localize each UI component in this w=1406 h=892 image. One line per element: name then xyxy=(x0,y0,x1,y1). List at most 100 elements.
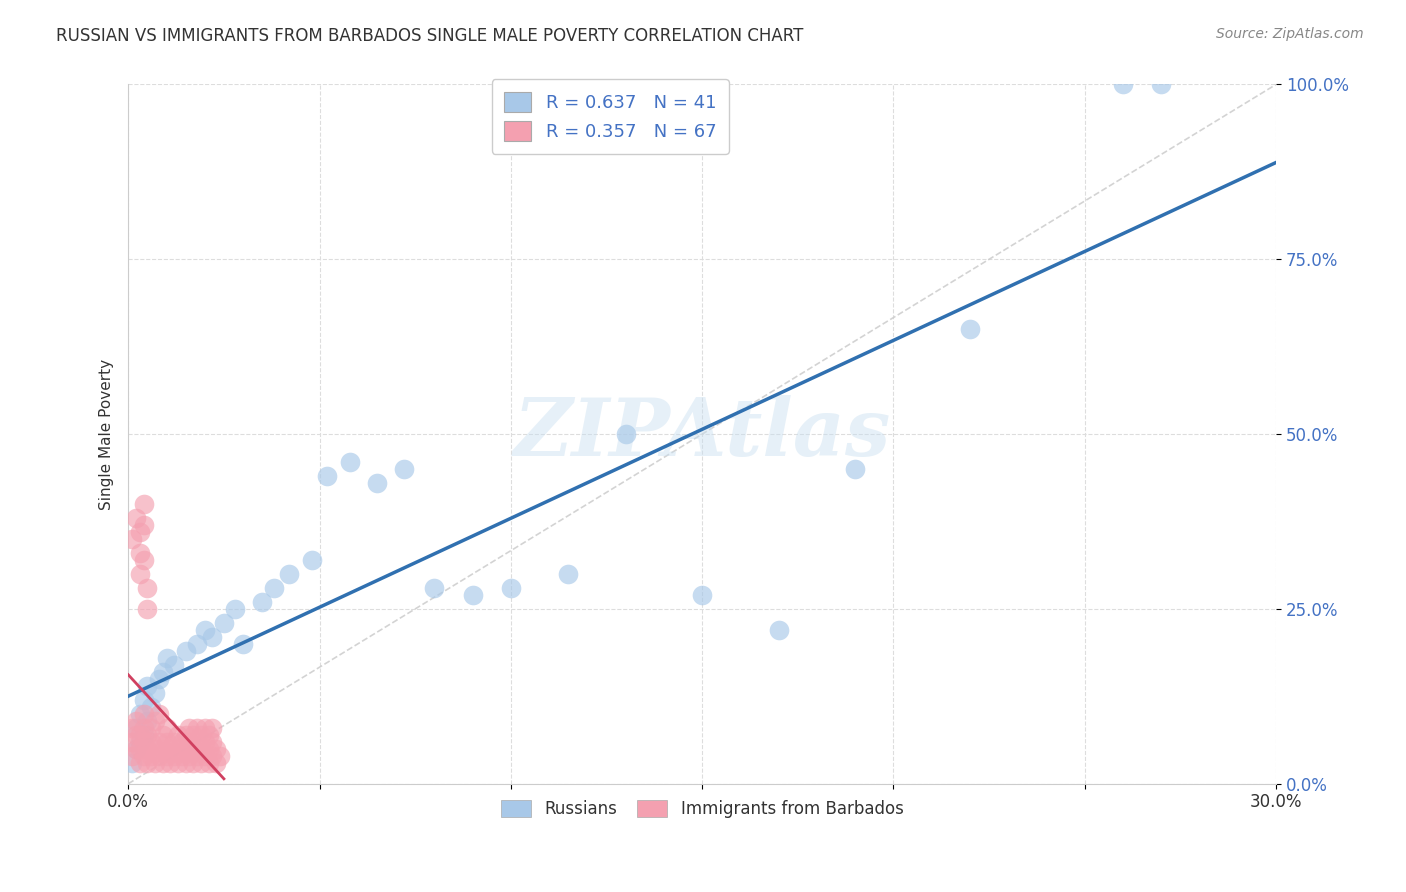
Point xyxy=(155,748,177,763)
Point xyxy=(141,699,163,714)
Point xyxy=(197,756,219,770)
Point xyxy=(392,462,415,476)
Point xyxy=(194,623,217,637)
Point xyxy=(174,644,197,658)
Point xyxy=(141,748,163,763)
Point xyxy=(159,756,181,770)
Point xyxy=(143,686,166,700)
Point xyxy=(128,735,150,749)
Point xyxy=(339,455,361,469)
Point xyxy=(1150,78,1173,92)
Point xyxy=(132,693,155,707)
Point xyxy=(186,735,208,749)
Point xyxy=(148,735,170,749)
Point xyxy=(132,553,155,567)
Point xyxy=(174,741,197,756)
Point xyxy=(143,741,166,756)
Point xyxy=(121,532,143,546)
Point xyxy=(614,427,637,442)
Point xyxy=(170,735,193,749)
Point xyxy=(1112,78,1135,92)
Point xyxy=(190,756,212,770)
Point xyxy=(155,735,177,749)
Point xyxy=(132,748,155,763)
Point xyxy=(128,524,150,539)
Point xyxy=(366,476,388,491)
Point xyxy=(167,728,190,742)
Text: Source: ZipAtlas.com: Source: ZipAtlas.com xyxy=(1216,27,1364,41)
Point xyxy=(125,741,148,756)
Point xyxy=(125,714,148,728)
Point xyxy=(128,566,150,581)
Point xyxy=(136,756,159,770)
Point xyxy=(152,741,174,756)
Point xyxy=(132,721,155,735)
Legend: Russians, Immigrants from Barbados: Russians, Immigrants from Barbados xyxy=(495,793,910,824)
Point xyxy=(143,714,166,728)
Point xyxy=(186,721,208,735)
Point xyxy=(174,728,197,742)
Point xyxy=(125,728,148,742)
Point xyxy=(121,721,143,735)
Point xyxy=(186,748,208,763)
Point xyxy=(263,581,285,595)
Point xyxy=(136,602,159,616)
Point xyxy=(461,588,484,602)
Point xyxy=(224,602,246,616)
Point xyxy=(125,511,148,525)
Point xyxy=(186,637,208,651)
Point xyxy=(121,735,143,749)
Point xyxy=(197,741,219,756)
Point xyxy=(128,728,150,742)
Point xyxy=(181,728,204,742)
Point xyxy=(181,741,204,756)
Point xyxy=(132,706,155,721)
Text: ZIPAtlas: ZIPAtlas xyxy=(513,395,891,473)
Point xyxy=(201,735,224,749)
Point xyxy=(141,735,163,749)
Point xyxy=(148,706,170,721)
Point xyxy=(155,651,177,665)
Point xyxy=(128,706,150,721)
Point xyxy=(136,581,159,595)
Point xyxy=(301,553,323,567)
Point xyxy=(205,756,228,770)
Point xyxy=(159,741,181,756)
Point xyxy=(499,581,522,595)
Point xyxy=(136,714,159,728)
Point xyxy=(132,728,155,742)
Point xyxy=(768,623,790,637)
Y-axis label: Single Male Poverty: Single Male Poverty xyxy=(100,359,114,509)
Point xyxy=(163,748,186,763)
Point xyxy=(212,615,235,630)
Point xyxy=(194,735,217,749)
Point xyxy=(690,588,713,602)
Point xyxy=(152,756,174,770)
Point xyxy=(152,728,174,742)
Point xyxy=(167,756,190,770)
Point xyxy=(128,741,150,756)
Point xyxy=(316,469,339,483)
Point xyxy=(167,741,190,756)
Point xyxy=(141,721,163,735)
Point xyxy=(201,630,224,644)
Point xyxy=(132,735,155,749)
Point xyxy=(155,721,177,735)
Point xyxy=(179,721,201,735)
Point xyxy=(232,637,254,651)
Point xyxy=(190,728,212,742)
Point xyxy=(136,741,159,756)
Point xyxy=(844,462,866,476)
Point xyxy=(201,721,224,735)
Point xyxy=(209,748,232,763)
Point xyxy=(132,497,155,511)
Point xyxy=(278,566,301,581)
Point xyxy=(181,756,204,770)
Point xyxy=(148,748,170,763)
Point xyxy=(179,748,201,763)
Point xyxy=(423,581,446,595)
Point xyxy=(174,756,197,770)
Point xyxy=(205,741,228,756)
Point xyxy=(557,566,579,581)
Point xyxy=(179,735,201,749)
